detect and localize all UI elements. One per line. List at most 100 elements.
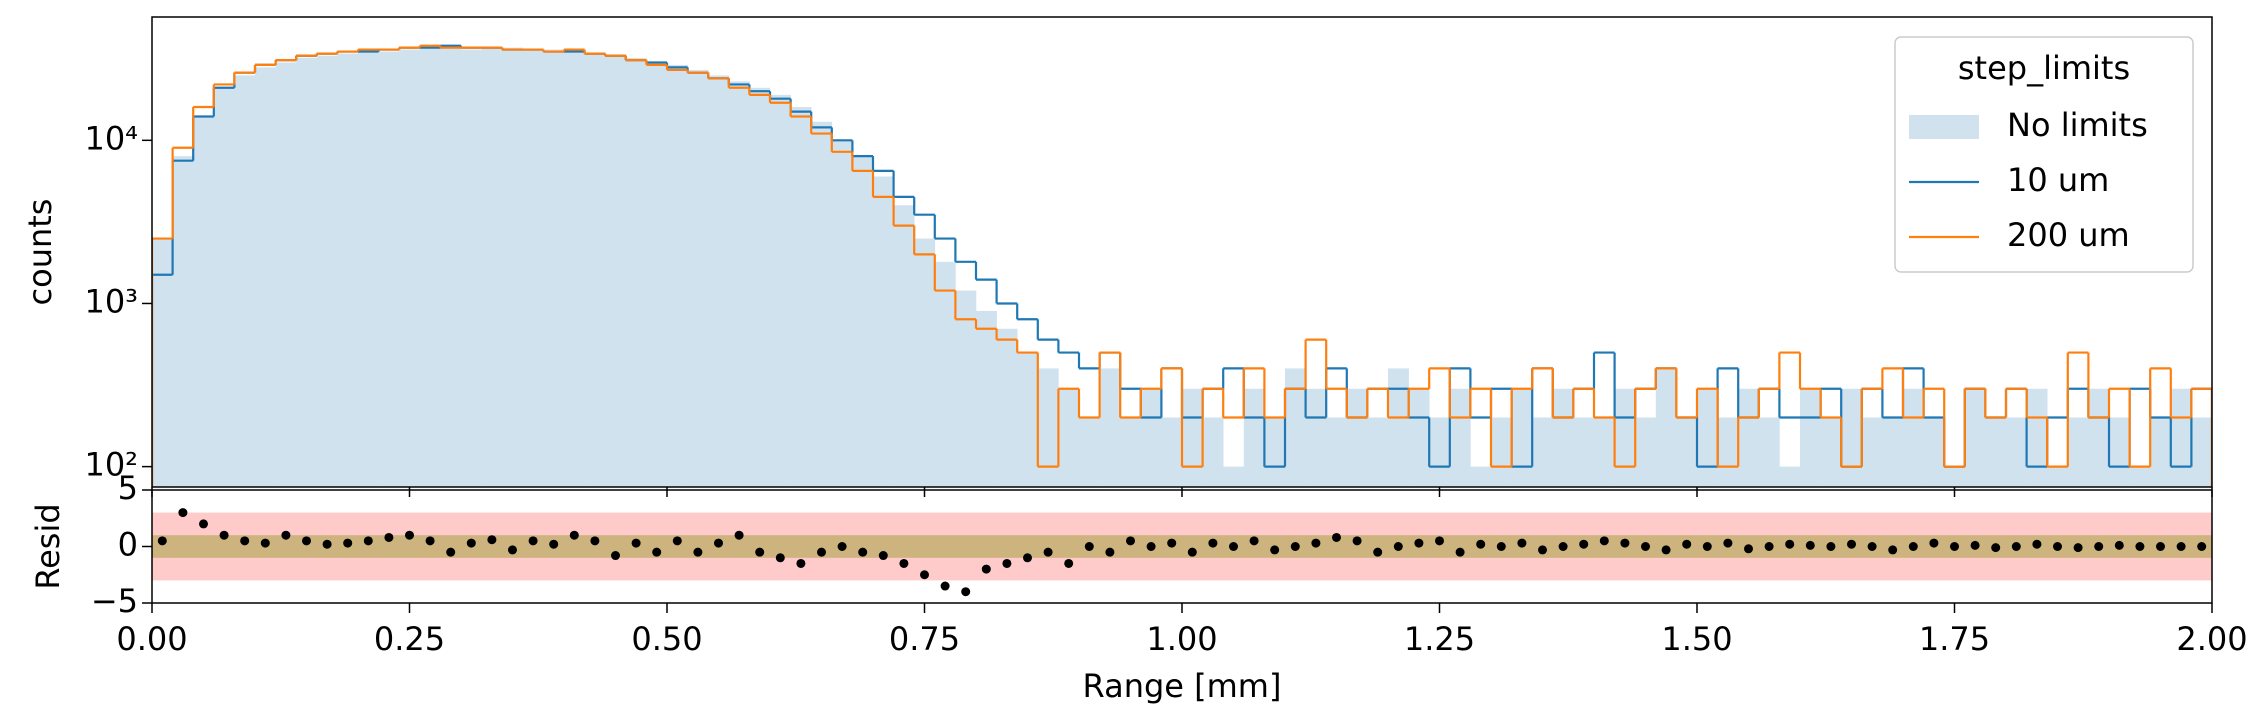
resid-point: [1352, 536, 1362, 546]
bar: [378, 51, 400, 487]
resid-point: [1393, 542, 1403, 551]
bar: [1697, 388, 1718, 487]
resid-point: [1311, 538, 1321, 548]
resid-point: [652, 547, 662, 557]
bar: [1058, 388, 1080, 487]
bar: [1800, 388, 1821, 487]
resid-point: [611, 551, 620, 561]
bar: [2047, 466, 2069, 487]
resid-point: [693, 547, 703, 557]
bar: [625, 57, 647, 487]
bar: [1099, 368, 1121, 487]
y-tick-label: 0: [118, 526, 138, 564]
bar: [1903, 388, 1924, 487]
bar: [1243, 388, 1265, 487]
resid-point: [281, 530, 291, 540]
bar: [337, 53, 359, 487]
resid-point: [2197, 542, 2207, 551]
bar: [316, 55, 338, 487]
bar: [152, 238, 173, 487]
x-tick-label: 0.25: [374, 620, 445, 658]
resid-point: [446, 547, 456, 557]
x-tick-label: 1.75: [1919, 620, 1990, 658]
resid-point: [2114, 540, 2124, 550]
bar: [1367, 417, 1389, 487]
bar: [296, 57, 318, 487]
bar: [1573, 417, 1595, 487]
resid-point: [1702, 542, 1712, 551]
bar: [1738, 388, 1760, 487]
resid-point: [590, 536, 600, 546]
bar: [667, 64, 688, 487]
bar: [1264, 417, 1286, 487]
resid-point: [1991, 543, 2001, 553]
x-tick-label: 2.00: [2176, 620, 2247, 658]
bar: [811, 121, 833, 487]
bar: [1635, 417, 1657, 487]
bar: [1120, 417, 1142, 487]
bar: [1676, 417, 1698, 487]
bar: [1717, 417, 1739, 487]
resid-point: [1785, 539, 1795, 549]
bar: [564, 51, 585, 487]
bar: [1594, 417, 1615, 487]
resid-point: [899, 558, 909, 568]
bar: [502, 47, 524, 487]
bar: [1655, 368, 1677, 487]
bar: [440, 47, 462, 487]
legend-label: No limits: [2007, 106, 2148, 144]
bar: [2191, 417, 2212, 487]
resid-point: [734, 530, 744, 540]
bar: [234, 75, 256, 487]
resid-point: [2032, 539, 2042, 549]
bar: [481, 47, 503, 487]
resid-point: [1641, 542, 1650, 551]
bar: [2109, 417, 2130, 487]
bar: [687, 69, 709, 487]
bar: [708, 75, 730, 487]
plot-area: [152, 44, 2212, 487]
resid-point: [1744, 544, 1753, 554]
resid-point: [1229, 542, 1238, 551]
bar: [790, 107, 812, 487]
bar: [358, 51, 379, 487]
bar: [1079, 417, 1100, 487]
resid-point: [1970, 540, 1980, 550]
x-tick-label: 0.00: [116, 620, 187, 658]
resid-point: [1064, 558, 1074, 568]
x-tick-label: 0.75: [889, 620, 960, 658]
bar: [770, 94, 791, 487]
bar: [1923, 417, 1945, 487]
resid-point: [2053, 542, 2062, 551]
resid-point: [1826, 542, 1836, 551]
resid-point: [1805, 540, 1815, 550]
bar: [1552, 388, 1574, 487]
resid-point: [1496, 542, 1506, 551]
bar: [1841, 388, 1863, 487]
resid-point: [817, 547, 826, 557]
legend-label: 10 um: [2007, 161, 2109, 199]
resid-point: [1084, 542, 1094, 551]
resid-point: [508, 545, 517, 555]
resid-point: [322, 539, 332, 549]
resid-point: [1476, 539, 1486, 549]
resid-point: [961, 587, 971, 597]
resid-point: [487, 535, 497, 545]
bar: [1305, 388, 1327, 487]
resid-point: [1146, 542, 1156, 551]
resid-point: [549, 539, 559, 549]
resid-point: [466, 538, 476, 548]
bar: [873, 176, 894, 487]
bar: [831, 140, 853, 487]
bar: [172, 156, 194, 487]
bar: [1758, 417, 1780, 487]
resid-point: [775, 553, 785, 563]
resid-point: [1208, 538, 1218, 548]
bar: [1161, 417, 1183, 487]
bar: [1820, 417, 1842, 487]
bar: [2026, 388, 2048, 487]
bar: [419, 47, 441, 487]
resid-point: [981, 564, 991, 574]
resid-point: [878, 551, 888, 561]
